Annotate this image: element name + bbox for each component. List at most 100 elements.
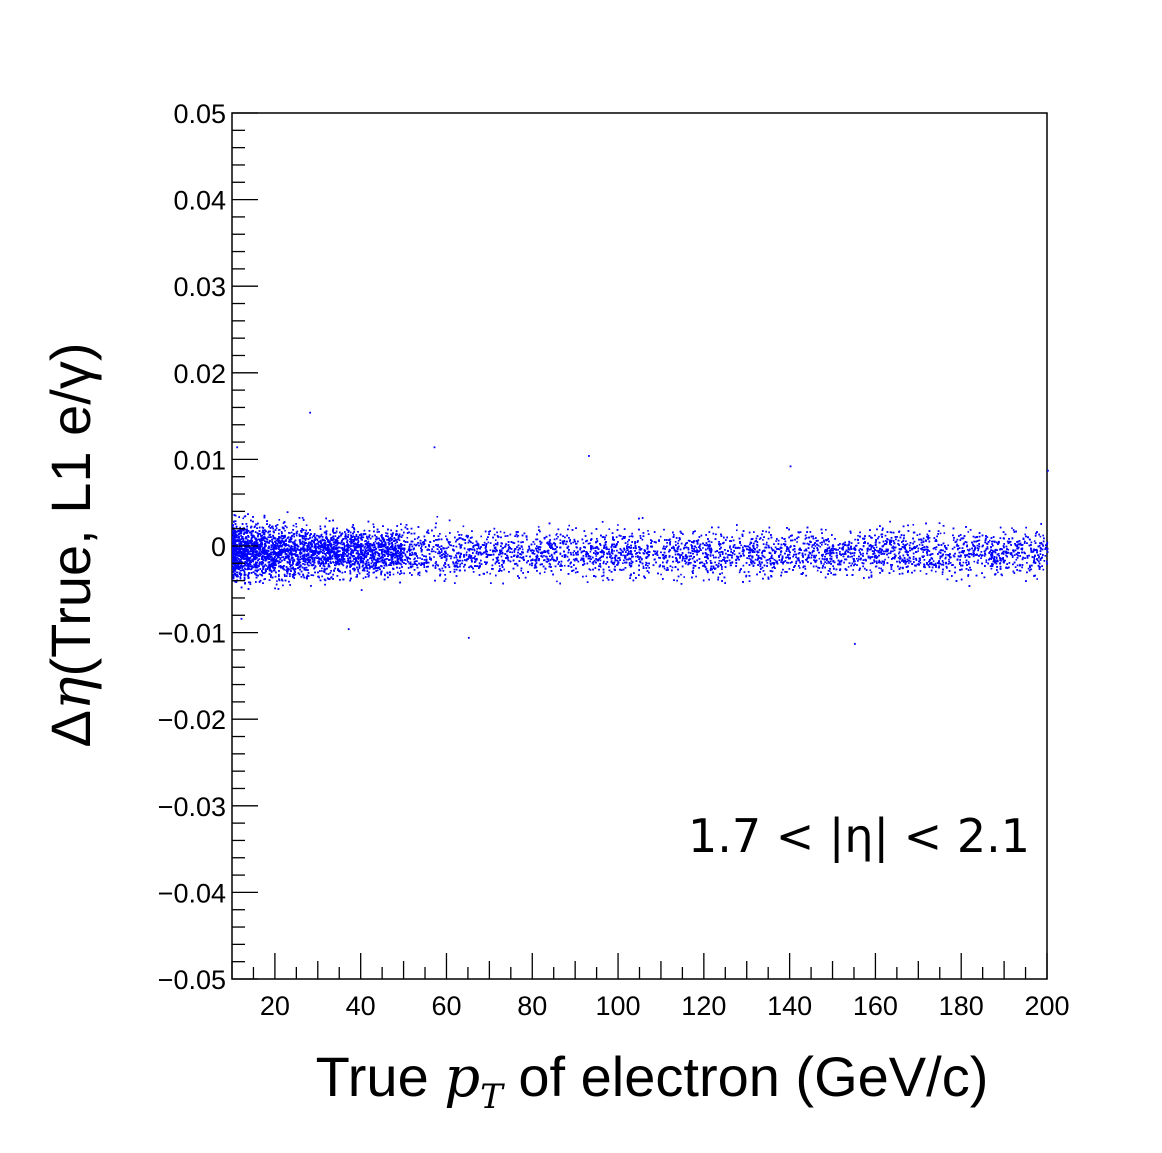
data-point [856, 557, 858, 560]
data-point [570, 551, 572, 554]
data-point [465, 551, 468, 553]
data-point [320, 570, 323, 572]
data-point [311, 544, 313, 546]
data-point [232, 542, 234, 544]
data-point [413, 558, 415, 561]
data-point [973, 560, 976, 563]
data-point [372, 571, 375, 574]
data-point [875, 546, 878, 549]
data-point [1000, 560, 1002, 562]
data-point [576, 559, 578, 562]
data-point [610, 555, 613, 557]
data-point [1024, 533, 1026, 536]
data-point [276, 580, 278, 582]
data-point [385, 532, 387, 534]
data-point [622, 554, 624, 557]
data-point [367, 538, 369, 540]
data-point [305, 555, 308, 558]
data-point [771, 567, 774, 569]
data-point [608, 528, 611, 530]
data-point [898, 552, 900, 555]
data-point [567, 560, 569, 562]
data-point [457, 531, 459, 533]
data-point [278, 519, 281, 521]
data-point [798, 567, 801, 569]
data-point [730, 540, 733, 542]
data-point [635, 555, 637, 558]
data-point [827, 570, 830, 572]
data-point [408, 548, 410, 551]
data-point [808, 556, 811, 559]
data-point [770, 546, 773, 549]
data-point [816, 569, 819, 572]
data-point [572, 541, 574, 544]
data-point [358, 554, 360, 557]
data-point [374, 540, 377, 543]
data-point [941, 573, 944, 575]
data-point [352, 560, 354, 562]
data-point [1044, 548, 1046, 550]
data-point [434, 565, 437, 567]
data-point [919, 570, 922, 572]
data-point [557, 536, 559, 538]
data-point [890, 544, 892, 546]
data-point [257, 533, 260, 535]
data-point [991, 540, 993, 543]
data-point [368, 574, 370, 577]
data-point [372, 549, 374, 552]
data-point [347, 531, 350, 534]
data-point [408, 550, 411, 553]
data-point [1042, 534, 1044, 537]
data-point [462, 525, 465, 528]
data-point [680, 573, 682, 576]
data-point [829, 550, 832, 553]
data-point [964, 556, 966, 558]
data-point [376, 531, 379, 533]
data-point [1044, 555, 1047, 557]
data-point [239, 533, 241, 535]
data-point [928, 537, 931, 539]
data-point [771, 548, 773, 550]
data-point [281, 556, 283, 558]
data-point [416, 537, 419, 540]
data-point [327, 556, 329, 559]
data-point [357, 539, 360, 542]
data-point [869, 569, 872, 571]
data-point [735, 546, 737, 549]
data-point [513, 551, 516, 553]
data-point [521, 548, 524, 551]
data-point [722, 552, 724, 555]
data-point [311, 536, 314, 539]
data-point [322, 570, 325, 573]
data-point [280, 535, 283, 538]
data-point [569, 540, 571, 543]
data-point [852, 560, 855, 563]
data-point [875, 549, 878, 552]
data-point [433, 556, 435, 558]
data-point [241, 544, 244, 546]
data-point [250, 553, 253, 555]
data-point [294, 546, 296, 548]
data-point [333, 537, 335, 539]
data-point [400, 528, 403, 531]
data-point [758, 538, 761, 540]
data-point [498, 569, 501, 572]
data-point [332, 541, 335, 544]
data-point [602, 579, 604, 582]
data-point [293, 550, 295, 552]
data-point [919, 533, 921, 536]
data-point [908, 562, 910, 564]
data-point [582, 542, 585, 544]
data-point [707, 553, 709, 556]
data-point [371, 561, 374, 563]
data-point [1036, 578, 1038, 580]
data-point [286, 526, 288, 529]
data-point [892, 550, 894, 553]
data-point [521, 546, 523, 548]
data-point [429, 556, 431, 559]
data-point [233, 560, 235, 562]
data-point [294, 547, 297, 549]
data-point [591, 562, 594, 564]
data-point [498, 565, 501, 567]
data-point [404, 554, 407, 557]
